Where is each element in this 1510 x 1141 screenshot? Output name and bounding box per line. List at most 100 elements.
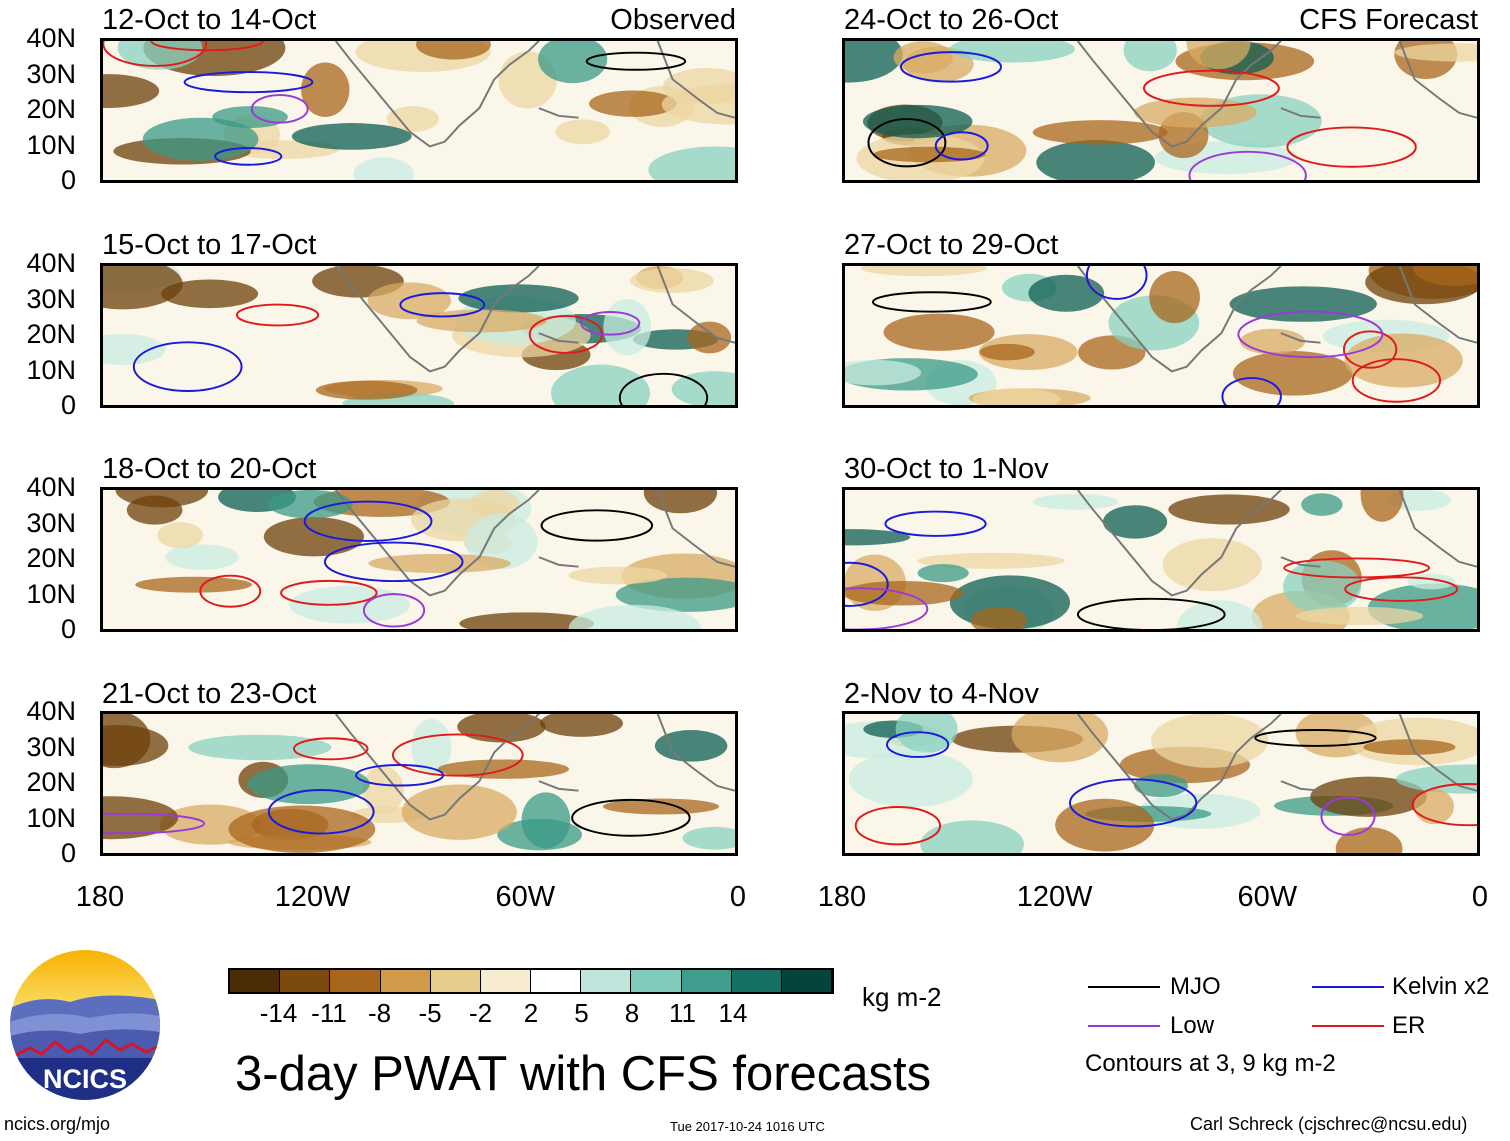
pwat-anomaly-blob	[568, 604, 701, 629]
map-panel	[842, 263, 1480, 408]
pwat-anomaly-blob	[228, 805, 376, 853]
contour-line	[1342, 330, 1398, 369]
legend-label-mjo: MJO	[1170, 973, 1221, 1000]
contour-line	[214, 147, 283, 166]
colorbar-swatch	[731, 970, 782, 992]
pwat-anomaly-blob	[845, 41, 903, 83]
pwat-anomaly-blob	[1407, 573, 1456, 590]
pwat-anomaly-blob	[301, 62, 350, 117]
contour-line	[267, 789, 375, 835]
panel-period: 12-Oct to 14-Oct	[102, 4, 317, 36]
pwat-anomaly-blob	[1102, 505, 1168, 539]
pwat-anomaly-blob	[648, 146, 735, 180]
contour-line	[1188, 150, 1307, 180]
pwat-anomaly-blob	[103, 725, 169, 767]
pwat-field	[845, 41, 1477, 180]
y-tick-label: 20N	[26, 94, 76, 124]
colorbar-tick-label: -14	[259, 998, 298, 1028]
pwat-anomaly-blob	[845, 529, 911, 546]
pwat-anomaly-blob	[602, 798, 720, 815]
y-tick-label: 10N	[26, 802, 76, 833]
pwat-field	[103, 714, 735, 853]
contour-line	[618, 372, 709, 405]
pwat-anomaly-blob	[247, 764, 370, 805]
x-tick-label: 180	[817, 881, 867, 913]
pwat-field	[845, 490, 1477, 629]
pwat-anomaly-blob	[1032, 120, 1168, 145]
y-tick-label: 20N	[26, 319, 76, 349]
panel-period: 18-Oct to 20-Oct	[102, 453, 317, 485]
contour-line	[886, 731, 950, 758]
contour-line	[362, 593, 426, 628]
pwat-anomaly-blob	[1036, 140, 1155, 180]
pwat-anomaly-blob	[386, 106, 440, 132]
y-tick-label: 30N	[26, 58, 76, 89]
pwat-anomaly-blob	[469, 490, 520, 518]
contour-line	[1085, 266, 1148, 300]
coastline	[334, 41, 735, 148]
coastline	[334, 266, 735, 373]
x-tick-label: 120W	[274, 881, 351, 913]
pwat-anomaly-blob	[538, 41, 608, 84]
pwat-anomaly-blob	[291, 123, 412, 150]
pwat-anomaly-blob	[1395, 764, 1477, 794]
y-tick-label: 30N	[26, 731, 76, 762]
pwat-anomaly-blob	[497, 818, 583, 851]
footer-url[interactable]: ncics.org/mjo	[4, 1114, 111, 1134]
pwat-anomaly-blob	[315, 380, 418, 400]
x-tick-label: 0	[729, 881, 747, 913]
contour-line	[580, 311, 641, 336]
pwat-anomaly-blob	[539, 714, 623, 737]
pwat-anomaly-blob	[1232, 351, 1353, 396]
legend-label-low: Low	[1170, 1012, 1215, 1039]
pwat-anomaly-blob	[126, 495, 183, 525]
colorbar-swatch	[631, 970, 682, 992]
panel-period: 21-Oct to 23-Oct	[102, 678, 317, 710]
contour-line	[871, 291, 992, 313]
contour-line	[540, 509, 654, 542]
map-panel	[100, 487, 738, 632]
pwat-anomaly-blob	[643, 490, 718, 514]
colorbar-tick-label: -2	[468, 998, 493, 1028]
pwat-anomaly-blob	[103, 266, 183, 310]
pwat-anomaly-blob	[1032, 493, 1118, 510]
y-tick-label: 40N	[26, 23, 76, 53]
pwat-anomaly-blob	[188, 734, 332, 761]
pwat-anomaly-blob	[161, 279, 259, 309]
pwat-anomaly-blob	[615, 577, 735, 612]
pwat-anomaly-blob	[289, 586, 410, 624]
panel-period: 15-Oct to 17-Oct	[102, 229, 317, 261]
coastline	[1076, 41, 1477, 148]
pwat-anomaly-blob	[1055, 798, 1155, 852]
pwat-anomaly-blob	[972, 388, 1061, 405]
coastline	[1076, 490, 1477, 597]
y-tick-label: 40N	[26, 472, 76, 502]
colorbar-tick-label: 2	[523, 998, 539, 1028]
y-tick-label: 40N	[26, 248, 76, 278]
pwat-field	[845, 266, 1477, 405]
legend-label-kelvin: Kelvin x2	[1392, 973, 1490, 1000]
colorbar-swatch	[531, 970, 582, 992]
pwat-anomaly-blob	[368, 553, 511, 574]
colorbar-tick-label: -8	[367, 998, 392, 1028]
pwat-anomaly-blob	[135, 576, 252, 593]
pwat-anomaly-blob	[103, 74, 160, 109]
y-tick-label: 0	[60, 390, 76, 420]
pwat-anomaly-blob	[411, 718, 452, 776]
pwat-anomaly-blob	[1239, 328, 1306, 355]
legend-note: Contours at 3, 9 kg m-2	[1085, 1050, 1336, 1077]
y-tick-label: 30N	[26, 507, 76, 538]
colorbar-tick-label: 14	[718, 998, 748, 1028]
pwat-anomaly-blob	[416, 309, 547, 333]
pwat-anomaly-blob	[362, 766, 404, 815]
pwat-anomaly-blob	[1149, 270, 1200, 324]
contour-line	[250, 94, 309, 124]
contour-line	[1351, 358, 1442, 403]
pwat-anomaly-blob	[142, 117, 259, 161]
colorbar-tick-label: -5	[418, 998, 442, 1028]
pwat-anomaly-blob	[603, 298, 652, 356]
pwat-anomaly-blob	[848, 750, 973, 808]
contour-line	[845, 561, 889, 607]
pwat-field	[115, 490, 735, 629]
pwat-anomaly-blob	[661, 84, 735, 125]
